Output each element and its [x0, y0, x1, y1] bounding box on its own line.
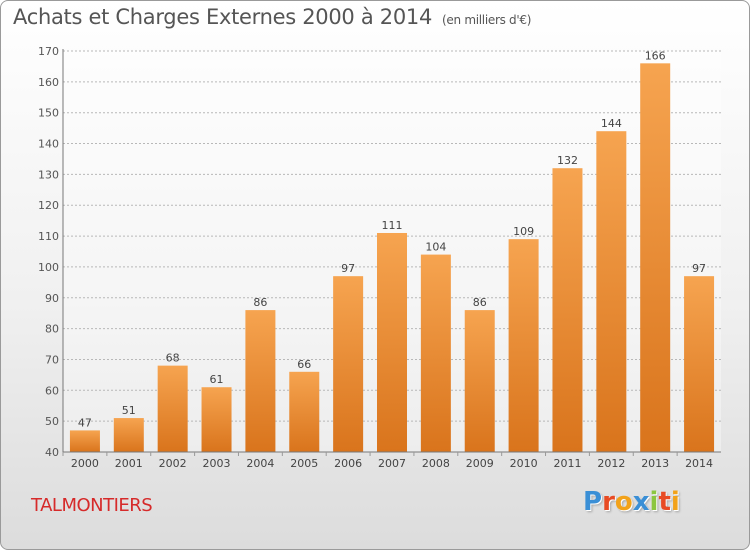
x-tick-label: 2012: [597, 457, 625, 470]
data-label: 47: [78, 416, 92, 429]
data-label: 68: [166, 352, 180, 365]
y-tick-label: 110: [38, 230, 59, 243]
bar-2004: [245, 310, 276, 452]
y-tick-label: 140: [38, 138, 59, 151]
x-tick-label: 2007: [378, 457, 406, 470]
y-tick-label: 90: [45, 292, 59, 305]
logo-letter: o: [614, 487, 633, 517]
proxiti-logo: Proxiti: [583, 487, 680, 517]
data-label: 104: [425, 241, 446, 254]
data-label: 86: [473, 296, 487, 309]
logo-letter: x: [632, 487, 650, 517]
logo-letter: i: [670, 487, 680, 517]
x-tick-label: 2010: [510, 457, 538, 470]
x-tick-label: 2014: [685, 457, 713, 470]
bar-2013: [640, 63, 671, 452]
bar-2009: [464, 310, 495, 452]
data-label: 132: [557, 154, 578, 167]
logo-letter: P: [583, 487, 603, 517]
y-tick-label: 120: [38, 199, 59, 212]
x-tick-label: 2001: [115, 457, 143, 470]
y-tick-label: 40: [45, 446, 59, 459]
y-tick-label: 130: [38, 168, 59, 181]
bar-2008: [420, 254, 451, 452]
data-label: 111: [382, 219, 403, 232]
y-tick-label: 100: [38, 261, 59, 274]
logo-letter: i: [649, 487, 659, 517]
data-label: 97: [692, 262, 706, 275]
x-tick-label: 2005: [290, 457, 318, 470]
chart-title-text: Achats et Charges Externes 2000 à 2014: [13, 5, 433, 29]
y-tick-label: 60: [45, 384, 59, 397]
x-tick-label: 2003: [203, 457, 231, 470]
chart-subtitle: (en milliers d'€): [442, 13, 532, 27]
bar-2010: [508, 239, 539, 452]
chart-title: Achats et Charges Externes 2000 à 2014 (e…: [13, 5, 531, 29]
x-tick-label: 2002: [159, 457, 187, 470]
y-tick-label: 160: [38, 76, 59, 89]
data-label: 109: [513, 225, 534, 238]
logo-letter: r: [602, 487, 615, 517]
bar-2011: [552, 168, 583, 452]
y-tick-label: 80: [45, 323, 59, 336]
town-name: TALMONTIERS: [31, 495, 153, 516]
x-tick-label: 2009: [466, 457, 494, 470]
data-label: 51: [122, 404, 136, 417]
data-label: 97: [341, 262, 355, 275]
data-label: 61: [210, 373, 224, 386]
bar-2000: [69, 430, 100, 452]
bar-2014: [684, 276, 715, 452]
data-label: 66: [297, 358, 311, 371]
y-tick-label: 150: [38, 107, 59, 120]
bar-2001: [113, 418, 144, 452]
x-tick-label: 2000: [71, 457, 99, 470]
data-label: 86: [253, 296, 267, 309]
bar-2006: [333, 276, 364, 452]
bar-2007: [377, 232, 407, 452]
y-tick-label: 170: [38, 45, 59, 58]
bar-2005: [289, 371, 320, 452]
bar-2002: [157, 365, 188, 452]
y-tick-label: 50: [45, 415, 59, 428]
x-tick-label: 2004: [246, 457, 274, 470]
data-label: 144: [601, 117, 622, 130]
x-tick-label: 2006: [334, 457, 362, 470]
logo-letter: t: [658, 487, 671, 517]
x-tick-label: 2013: [641, 457, 669, 470]
bar-2003: [201, 387, 232, 452]
x-tick-label: 2008: [422, 457, 450, 470]
axis-layer: 40 50 60 70 80 90 100 110 120 130 140 150 160 170 2000…: [38, 45, 721, 470]
bar-2012: [596, 131, 627, 452]
data-label: 166: [645, 49, 666, 62]
x-tick-label: 2011: [553, 457, 581, 470]
y-tick-label: 70: [45, 353, 59, 366]
bars-layer: 47 51 68 61 86 66 97 111 104 86 109 132 144 166 97: [69, 49, 715, 452]
